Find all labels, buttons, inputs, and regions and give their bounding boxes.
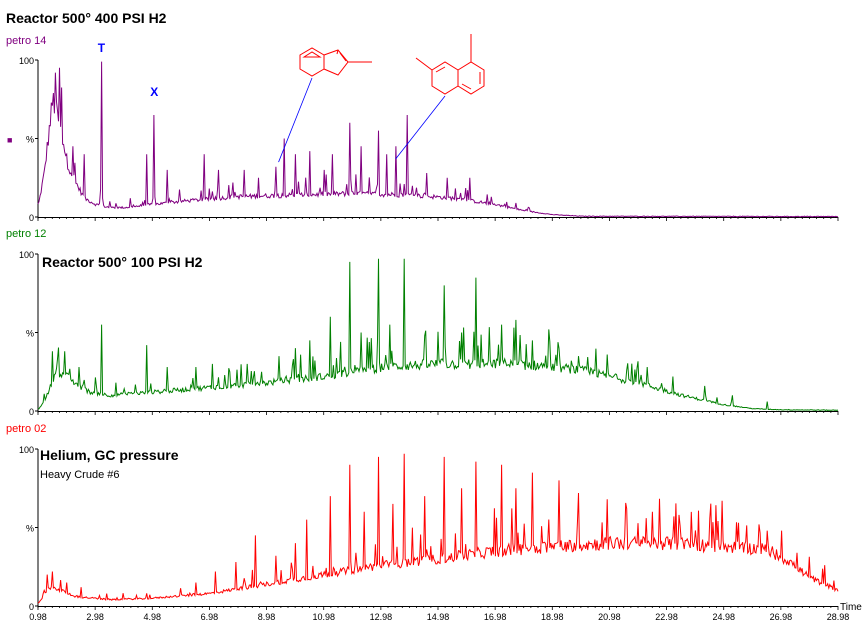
panel-3-title: Helium, GC pressure xyxy=(40,447,179,463)
x-tick-label: 4.98 xyxy=(144,612,162,622)
x-tick-label: 28.98 xyxy=(827,612,850,622)
panel-1-y-tick-label: 100 xyxy=(19,56,34,66)
x-tick-label: 26.98 xyxy=(770,612,793,622)
annotation-pointer-line xyxy=(278,77,313,163)
panel-2-trace-label: petro 12 xyxy=(6,228,46,240)
panel-2-y-tick-label: % xyxy=(26,329,34,339)
x-tick-label: 24.98 xyxy=(712,612,735,622)
panel-3-subtitle: Heavy Crude #6 xyxy=(40,469,120,481)
x-axis-label: Time xyxy=(840,602,862,613)
panel-1-y-tick-label: 0 xyxy=(29,213,34,223)
x-tick-label: 6.98 xyxy=(201,612,219,622)
panel-1-y-tick-label: % xyxy=(26,135,34,145)
panel-1-trace-label: petro 14 xyxy=(6,35,46,47)
panel-1-trace-line xyxy=(37,61,839,218)
panel-2-trace-line xyxy=(37,258,839,411)
panel-3-y-tick-label: 0 xyxy=(29,602,34,612)
peak-label-x: X xyxy=(150,85,158,99)
x-tick-label: 16.98 xyxy=(484,612,507,622)
panel-2-y-tick-label: 100 xyxy=(19,250,34,260)
x-tick-label: 2.98 xyxy=(86,612,104,622)
x-tick-label: 18.98 xyxy=(541,612,564,622)
x-tick-label: 12.98 xyxy=(370,612,393,622)
molecule-dimethylnaphthalene-icon xyxy=(415,34,485,95)
x-tick-label: 14.98 xyxy=(427,612,450,622)
panel-3-y-tick-label: % xyxy=(26,524,34,534)
x-tick-label: 20.98 xyxy=(598,612,621,622)
x-tick-label: 0.98 xyxy=(29,612,47,622)
annotation-pointer-line xyxy=(395,95,446,160)
x-tick-label: 10.98 xyxy=(312,612,335,622)
panel-3-trace-label: petro 02 xyxy=(6,423,46,435)
panel-2-y-tick-label: 0 xyxy=(29,407,34,417)
panel-2-title: Reactor 500° 100 PSI H2 xyxy=(42,254,203,270)
x-tick-label: 22.98 xyxy=(655,612,678,622)
panel-1-marker-icon: ■ xyxy=(7,135,12,145)
panel-3-y-tick-label: 100 xyxy=(19,445,34,455)
x-tick-label: 8.98 xyxy=(258,612,276,622)
panel-3-trace-line xyxy=(37,453,839,604)
peak-label-t: T xyxy=(98,41,106,55)
molecule-2-methylindene-icon xyxy=(299,47,372,77)
panel-1-title: Reactor 500° 400 PSI H2 xyxy=(6,10,167,26)
